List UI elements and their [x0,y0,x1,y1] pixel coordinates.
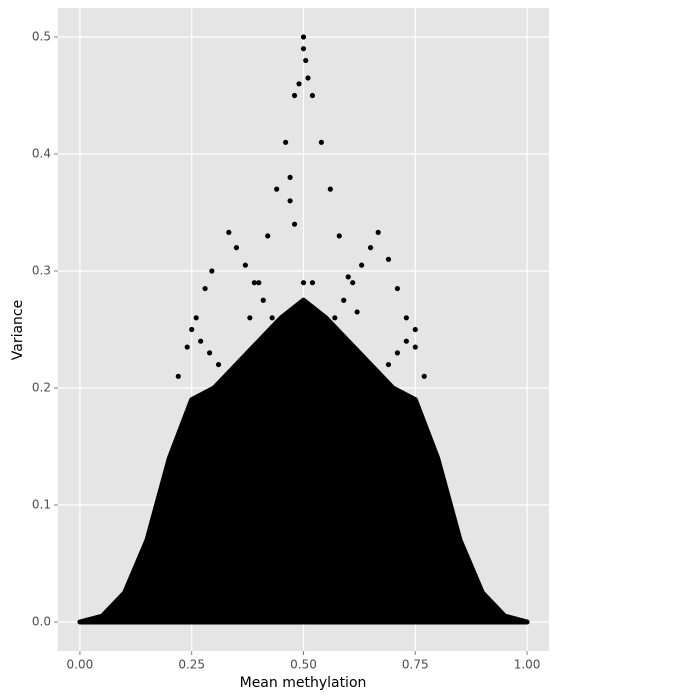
point [233,245,240,251]
point [274,186,280,192]
point [412,344,418,350]
point [226,229,232,235]
x-tick-label: 0.25 [178,658,205,672]
point [247,315,253,321]
point [189,326,195,333]
point [242,262,248,268]
point [202,285,208,292]
point [287,198,293,204]
y-tick-label: 0.0 [32,614,51,628]
point [376,373,383,379]
point [359,262,365,268]
point [206,350,213,356]
y-tick-label: 0.5 [32,30,51,44]
point [209,268,215,274]
point [305,75,311,81]
y-tick-label: 0.1 [32,497,51,511]
point [394,350,401,356]
point [394,285,401,292]
point [327,186,333,192]
point [256,280,262,286]
y-axis-label: Variance [10,300,26,360]
y-tick-label: 0.4 [32,147,51,161]
point [345,274,351,280]
point [283,139,289,145]
point [198,338,204,344]
point [421,373,427,379]
point [260,297,266,303]
point [193,315,199,321]
x-tick-label: 0.00 [67,658,94,672]
point [403,338,409,344]
point [175,373,181,379]
point [318,139,324,145]
point [341,297,347,303]
point [184,344,190,350]
x-axis-label: Mean methylation [240,675,367,691]
point [375,229,381,235]
x-tick-label: 1.00 [514,658,541,672]
point [354,309,360,315]
y-tick-label: 0.2 [32,380,51,394]
point [287,174,293,181]
point [309,280,316,286]
x-tick-label: 0.50 [290,658,317,672]
point [412,326,418,333]
point [385,256,392,262]
point [291,92,298,99]
point [332,315,338,321]
point [350,280,356,286]
point [215,361,222,368]
point [367,245,374,251]
point [385,361,392,368]
point [224,373,231,379]
y-tick-label: 0.3 [32,264,51,278]
point [291,221,298,227]
point [265,233,271,239]
point [300,280,307,286]
point [296,81,302,87]
point [336,233,342,239]
point [269,315,275,321]
point [403,315,409,321]
point [300,46,307,52]
point [303,57,309,64]
point [300,34,307,40]
point [251,280,257,286]
x-tick-label: 0.75 [402,658,429,672]
point-cloud [77,297,530,625]
point [309,92,316,99]
